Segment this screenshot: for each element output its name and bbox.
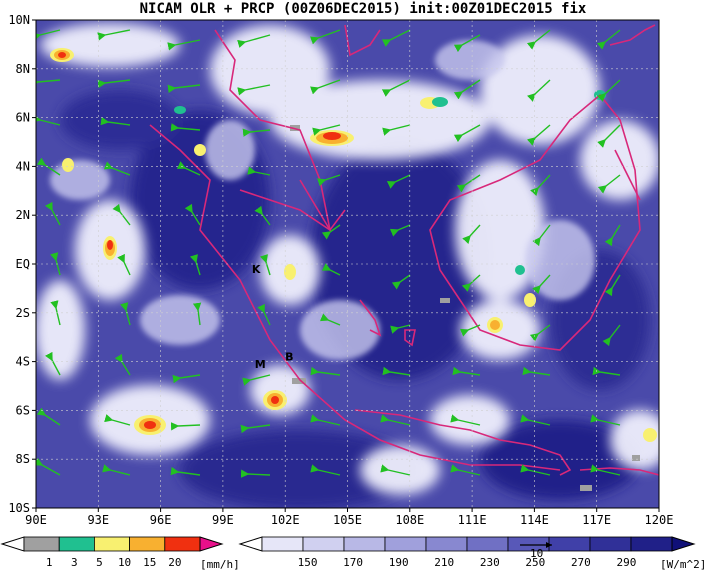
location-marker-label: B — [285, 351, 293, 364]
lon-label: 108E — [395, 513, 424, 527]
olr-cloud-field — [36, 20, 659, 508]
olr-colorbar-tick: 190 — [389, 556, 409, 569]
prcp-colorbar-segment — [94, 536, 131, 552]
prcp-colorbar-tick: 3 — [71, 556, 78, 569]
lon-label: 99E — [212, 513, 234, 527]
latitude-axis: 10N 8N 6N 4N 2N EQ 2S 4S 6S 8S 10S — [8, 13, 36, 515]
lon-label: 93E — [87, 513, 109, 527]
vector-reference-label: 10 — [530, 547, 543, 560]
location-marker-label: M — [255, 358, 266, 371]
prcp-colorbar-tick: 5 — [96, 556, 103, 569]
lon-label: 90E — [25, 513, 47, 527]
olr-colorbar-segment — [261, 536, 304, 552]
precipitation-unit: [mm/h] — [200, 558, 240, 571]
prcp-colorbar-segment — [58, 536, 95, 552]
prcp-colorbar-segment — [23, 536, 60, 552]
olr-colorbar-segment — [589, 536, 632, 552]
lon-label: 96E — [150, 513, 172, 527]
olr-colorbar-segment — [302, 536, 345, 552]
prcp-colorbar-tick: 20 — [168, 556, 181, 569]
olr-colorbar: 150 170 190 210 230 250 270 290 — [238, 536, 696, 569]
lat-label: 8S — [16, 452, 30, 466]
olr-colorbar-left-arrow — [238, 536, 263, 552]
prcp-colorbar-tick: 1 — [46, 556, 53, 569]
map-title: NICAM OLR + PRCP (00Z06DEC2015) init:00Z… — [139, 1, 587, 17]
lat-label: 4N — [16, 159, 30, 173]
prcp-colorbar-tick: 10 — [118, 556, 131, 569]
lat-label: 10N — [8, 13, 30, 27]
lat-label: EQ — [16, 257, 30, 271]
olr-colorbar-tick: 150 — [298, 556, 318, 569]
lat-lon-grid — [36, 20, 659, 508]
olr-colorbar-tick: 230 — [480, 556, 500, 569]
lat-label: 8N — [16, 62, 30, 76]
prcp-colorbar-tick: 15 — [143, 556, 156, 569]
lon-label: 111E — [458, 513, 487, 527]
olr-colorbar-tick: 250 — [525, 556, 545, 569]
olr-colorbar-segment — [630, 536, 673, 552]
olr-colorbar-tick: 270 — [571, 556, 591, 569]
lon-label: 105E — [333, 513, 362, 527]
olr-colorbar-segment — [548, 536, 591, 552]
olr-colorbar-segment — [425, 536, 468, 552]
olr-colorbar-segment — [466, 536, 509, 552]
olr-colorbar-segment — [343, 536, 386, 552]
olr-unit: [W/m^2] — [660, 558, 706, 571]
lon-label: 114E — [520, 513, 549, 527]
olr-colorbar-tick: 210 — [434, 556, 454, 569]
lat-label: 2S — [16, 306, 30, 320]
lat-label: 6N — [16, 111, 30, 125]
prcp-colorbar-segment — [164, 536, 201, 552]
location-markers: K M B — [252, 263, 294, 371]
olr-colorbar-right-arrow — [671, 536, 696, 552]
prcp-colorbar-left-arrow — [0, 536, 25, 552]
lat-label: 4S — [16, 355, 30, 369]
olr-colorbar-tick: 170 — [343, 556, 363, 569]
lat-label: 2N — [16, 208, 30, 222]
lon-label: 120E — [645, 513, 674, 527]
location-marker-label: K — [252, 263, 261, 276]
prcp-colorbar-segment — [129, 536, 166, 552]
prcp-colorbar-right-arrow — [199, 536, 224, 552]
precipitation-colorbar: 1 3 5 10 15 20 — [0, 536, 224, 569]
lon-label: 102E — [271, 513, 300, 527]
olr-colorbar-segment — [384, 536, 427, 552]
vector-reference: 10 — [520, 542, 552, 560]
lat-label: 10S — [8, 501, 30, 515]
lon-label: 117E — [582, 513, 611, 527]
olr-colorbar-tick: 290 — [617, 556, 637, 569]
lat-label: 6S — [16, 403, 30, 417]
longitude-axis: 90E 93E 96E 99E 102E 105E 108E 111E 114E 117E 120E — [25, 508, 673, 527]
